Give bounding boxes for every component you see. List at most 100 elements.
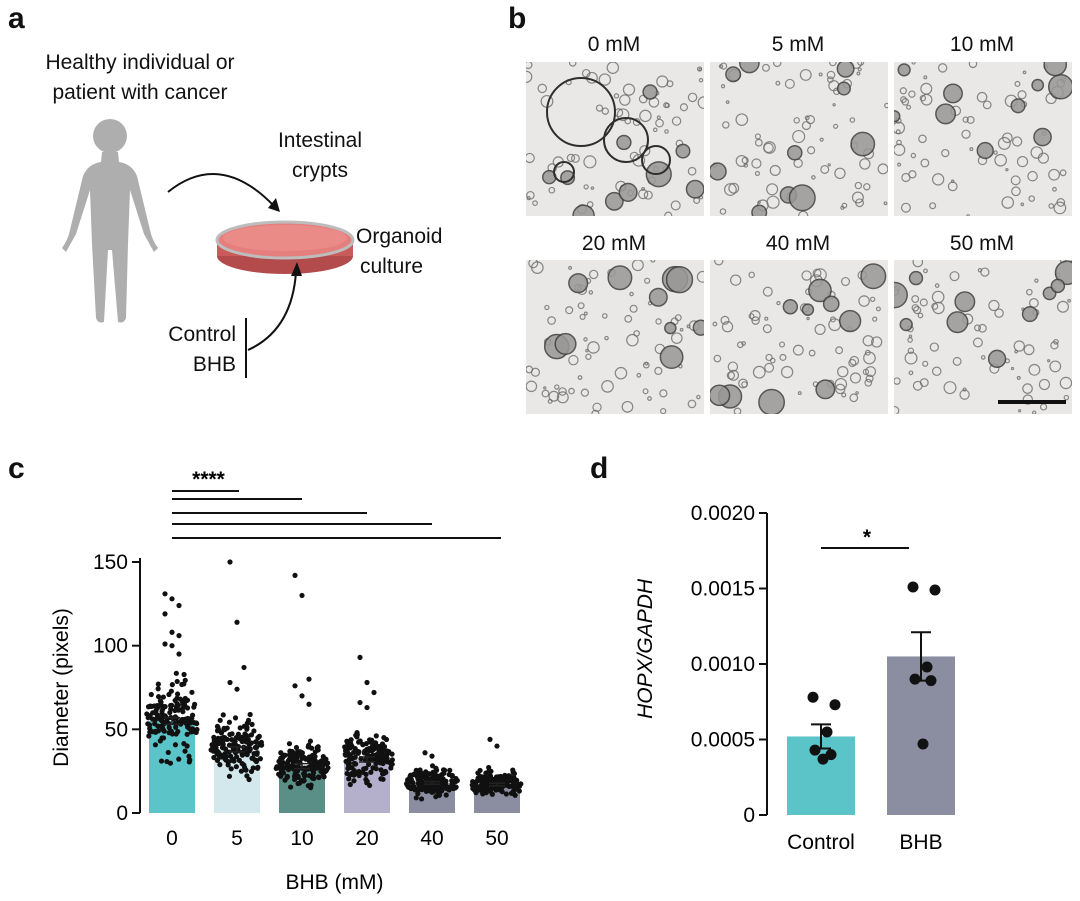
organoid-speck xyxy=(1048,203,1055,209)
organoid-speck xyxy=(671,116,682,126)
data-point xyxy=(242,750,249,756)
organoid-speck xyxy=(857,67,862,72)
organoid-speck xyxy=(792,344,804,356)
organoid-speck xyxy=(583,184,589,190)
organoid-speck xyxy=(1031,410,1037,414)
data-point xyxy=(388,765,394,771)
organoid xyxy=(664,321,677,335)
micrograph-title-0mm: 0 mM xyxy=(587,33,641,56)
organoid-speck xyxy=(751,316,760,325)
organoid xyxy=(782,299,799,315)
data-point xyxy=(146,722,153,728)
organoid-speck xyxy=(997,136,1011,150)
organoid-speck xyxy=(583,337,588,342)
organoid-speck xyxy=(725,100,730,105)
data-point xyxy=(324,760,331,766)
organoid-speck xyxy=(841,202,848,209)
data-point xyxy=(178,707,184,713)
data-point xyxy=(173,724,179,730)
organoid-speck xyxy=(1047,359,1051,363)
organoid-speck xyxy=(741,341,747,346)
organoid-speck xyxy=(920,158,930,168)
data-point xyxy=(436,792,443,798)
organoid xyxy=(758,388,786,414)
data-point xyxy=(449,785,455,791)
organoid xyxy=(822,295,840,313)
data-point xyxy=(152,742,159,748)
organoid-speck xyxy=(624,314,633,323)
organoid-speck xyxy=(654,366,663,376)
organoid-speck xyxy=(972,337,983,348)
data-point xyxy=(487,788,493,794)
data-point xyxy=(174,701,180,707)
organoid-speck xyxy=(969,147,974,152)
data-point xyxy=(169,643,175,649)
data-point xyxy=(310,773,316,779)
organoid-speck xyxy=(642,388,649,395)
organoid xyxy=(554,332,577,356)
organoid-speck xyxy=(1017,90,1027,100)
data-point xyxy=(429,763,436,769)
organoid-speck xyxy=(858,295,870,307)
data-point xyxy=(292,572,298,578)
data-point xyxy=(291,776,298,783)
data-point xyxy=(503,791,509,797)
organoid-speck xyxy=(696,270,704,283)
data-point xyxy=(222,735,228,741)
data-point xyxy=(413,767,419,773)
data-point xyxy=(246,776,252,783)
organoid-speck xyxy=(698,67,703,72)
data-point xyxy=(917,738,929,750)
organoid-speck xyxy=(908,370,914,376)
organoid-speck xyxy=(923,75,928,80)
data-point xyxy=(252,744,258,751)
organoid-speck xyxy=(720,315,730,325)
organoid-speck xyxy=(994,308,1004,318)
organoid-speck xyxy=(762,63,770,72)
organoid-speck xyxy=(565,306,574,315)
data-point xyxy=(158,723,164,729)
organoid-speck xyxy=(920,93,933,106)
organoid-speck xyxy=(606,62,620,74)
organoid-speck xyxy=(579,313,586,320)
organoid-speck xyxy=(912,380,923,391)
organoid-speck xyxy=(1014,80,1021,87)
organoid-speck xyxy=(766,195,780,209)
data-point xyxy=(817,753,829,765)
data-point xyxy=(506,776,512,782)
micrograph-title-50mm: 50 mM xyxy=(949,232,1015,255)
data-point xyxy=(181,671,187,678)
data-point xyxy=(246,748,253,754)
y-tick-label: 0 xyxy=(743,804,755,827)
organoid-speck xyxy=(911,304,920,312)
organoid-speck xyxy=(934,283,940,288)
organoid-speck xyxy=(968,62,978,69)
organoid-speck xyxy=(670,200,681,211)
data-point xyxy=(364,746,370,753)
organoid-speck xyxy=(1022,70,1027,75)
data-point xyxy=(238,768,244,774)
organoid-speck xyxy=(583,311,588,316)
organoid-speck xyxy=(818,72,823,77)
data-point xyxy=(288,784,294,790)
data-point xyxy=(357,699,363,706)
organoid-speck xyxy=(994,153,1007,167)
data-point xyxy=(366,737,373,743)
organoid xyxy=(943,83,963,104)
data-point xyxy=(310,767,316,774)
organoid-speck xyxy=(580,388,590,397)
organoid-speck xyxy=(993,150,998,155)
data-point xyxy=(246,742,252,748)
organoid xyxy=(808,278,832,303)
significance-marker: **** xyxy=(192,468,226,491)
x-tick-label-40: 40 xyxy=(420,827,443,850)
data-point xyxy=(254,765,261,771)
data-point xyxy=(447,767,453,773)
organoid xyxy=(946,311,969,334)
organoid xyxy=(675,143,691,159)
organoid-speck xyxy=(807,146,816,155)
data-point xyxy=(147,728,154,734)
data-point xyxy=(192,729,198,735)
organoid-speck xyxy=(656,75,669,88)
micrograph-title-5mm: 5 mM xyxy=(771,33,825,56)
